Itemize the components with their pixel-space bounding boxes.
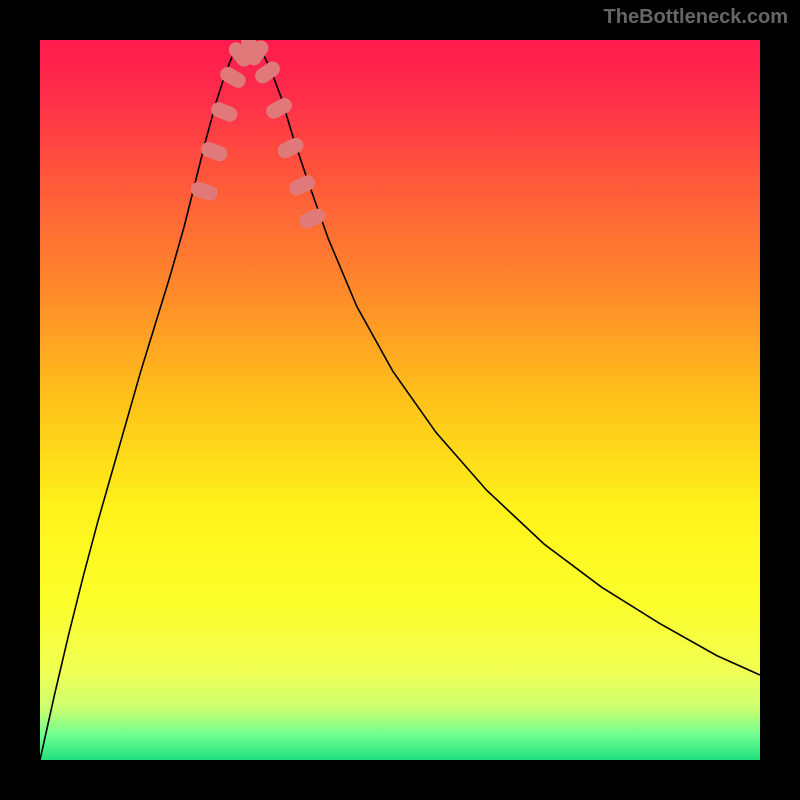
chart-svg [40, 40, 760, 760]
chart-background [40, 40, 760, 760]
plot-area [40, 40, 760, 760]
watermark-text: TheBottleneck.com [604, 6, 788, 29]
